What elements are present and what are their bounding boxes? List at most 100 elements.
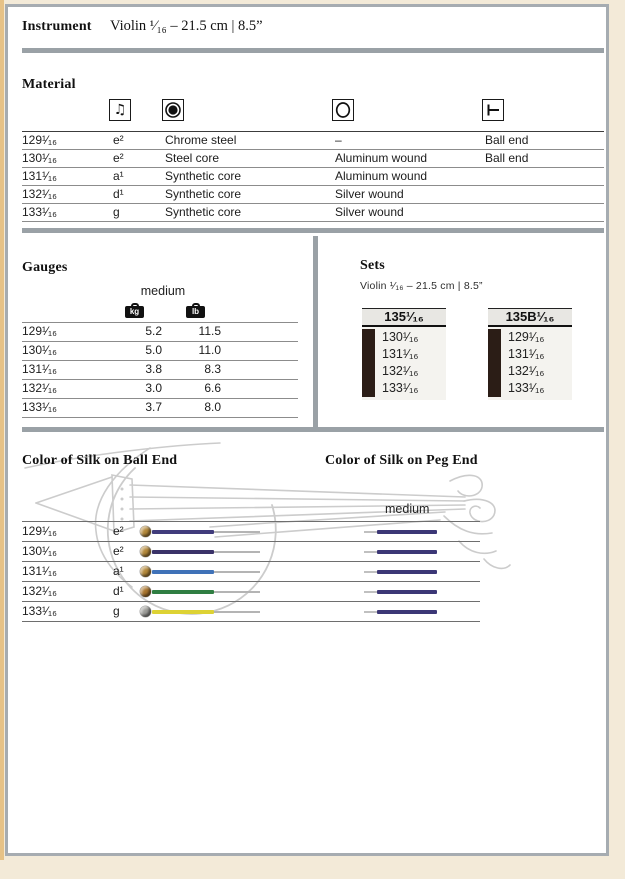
ball-end-string — [140, 602, 260, 621]
string-note: e² — [113, 544, 124, 558]
page-edge-strip — [0, 0, 4, 860]
table-row: 133¹⁄₁₆ 3.7 8.0 — [22, 398, 298, 417]
table-row: 129¹⁄₁₆ e² — [22, 521, 480, 541]
core-icon — [162, 99, 184, 121]
silk-medium-label: medium — [385, 502, 430, 516]
section-divider-mid — [22, 228, 604, 233]
peg-silk-color — [377, 529, 437, 534]
list-item: 130¹⁄₁₆ — [382, 330, 419, 344]
table-row: 131¹⁄₁₆ a¹ — [22, 561, 480, 581]
winding-icon — [332, 99, 354, 121]
table-row: 132¹⁄₁₆ 3.0 6.6 — [22, 379, 298, 398]
lb-value: 11.5 — [198, 324, 221, 338]
string-core: Synthetic core — [165, 205, 242, 219]
peg-end-string — [364, 562, 437, 581]
gauges-title: Gauges — [22, 260, 68, 275]
table-row: 131¹⁄₁₆ 3.8 8.3 — [22, 360, 298, 379]
string-end: Ball end — [485, 133, 529, 147]
vertical-divider — [313, 236, 318, 427]
table-row: 132¹⁄₁₆ d¹ — [22, 581, 480, 601]
string-note: d¹ — [113, 584, 124, 598]
section-divider-bottom — [22, 427, 604, 432]
kg-value: 3.7 — [145, 400, 162, 414]
sets-subtitle: Violin ¹⁄₁₆ – 21.5 cm | 8.5” — [360, 280, 483, 292]
note-icon: ♫ — [109, 99, 131, 121]
peg-silk-color — [377, 609, 437, 614]
kg-value: 3.8 — [145, 362, 162, 376]
string-lead — [364, 610, 377, 613]
string-winding: Silver wound — [335, 187, 404, 201]
string-tail — [214, 590, 260, 593]
ball-end-string — [140, 582, 260, 601]
list-item: 132¹⁄₁₆ — [508, 364, 545, 378]
peg-end-string — [364, 522, 437, 541]
table-row: 129¹⁄₁₆ 5.2 11.5 — [22, 322, 298, 341]
string-note: g — [113, 205, 120, 219]
instrument-label: Instrument — [22, 19, 92, 34]
set-number: 135B¹⁄₁₆ — [488, 309, 572, 327]
winding-icon-svg — [335, 102, 351, 118]
string-code: 129¹⁄₁₆ — [22, 524, 57, 538]
string-code: 131¹⁄₁₆ — [22, 169, 57, 183]
core-icon-svg — [165, 102, 181, 118]
string-code: 129¹⁄₁₆ — [22, 133, 57, 147]
ball-silk-color — [152, 609, 214, 614]
string-note: a¹ — [113, 169, 124, 183]
gauges-table: 129¹⁄₁₆ 5.2 11.5 130¹⁄₁₆ 5.0 11.0 131¹⁄₁… — [22, 322, 298, 418]
spec-sheet-page: Instrument Violin ¹⁄₁₆ – 21.5 cm | 8.5” … — [5, 4, 609, 856]
material-table: 129¹⁄₁₆ e² Chrome steel – Ball end 130¹⁄… — [22, 131, 604, 222]
string-tail — [214, 570, 260, 573]
set-number: 135¹⁄₁₆ — [362, 309, 446, 327]
peg-silk-color — [377, 589, 437, 594]
string-code: 130¹⁄₁₆ — [22, 343, 57, 357]
list-item: 132¹⁄₁₆ — [382, 364, 419, 378]
ball-end-bead — [140, 606, 151, 617]
string-code: 132¹⁄₁₆ — [22, 584, 57, 598]
string-note: e² — [113, 151, 124, 165]
table-row: 130¹⁄₁₆ e² Steel core Aluminum wound Bal… — [22, 149, 604, 167]
peg-end-string — [364, 542, 437, 561]
string-code: 132¹⁄₁₆ — [22, 381, 57, 395]
string-core: Synthetic core — [165, 187, 242, 201]
peg-silk-color — [377, 569, 437, 574]
table-row: 132¹⁄₁₆ d¹ Synthetic core Silver wound — [22, 185, 604, 203]
lb-value: 8.0 — [204, 400, 221, 414]
string-core: Synthetic core — [165, 169, 242, 183]
gauge-medium-label: medium — [140, 284, 186, 298]
kg-value: 3.0 — [145, 381, 162, 395]
ball-silk-color — [152, 589, 214, 594]
string-note: g — [113, 604, 120, 618]
lb-weight-icon: lb — [186, 303, 205, 318]
peg-silk-color — [377, 549, 437, 554]
set-card-135: 135¹⁄₁₆ 130¹⁄₁₆ 131¹⁄₁₆ 132¹⁄₁₆ 133¹⁄₁₆ — [362, 308, 446, 400]
string-lead — [364, 570, 377, 573]
kg-weight-icon: kg — [125, 303, 144, 318]
string-note: e² — [113, 133, 124, 147]
kg-weight-handle — [130, 303, 139, 307]
end-icon — [482, 99, 504, 121]
ball-silk-color — [152, 529, 214, 534]
list-item: 131¹⁄₁₆ — [382, 347, 419, 361]
lb-unit-label: lb — [186, 306, 205, 318]
string-end: Ball end — [485, 151, 529, 165]
peg-end-title: Color of Silk on Peg End — [325, 453, 478, 468]
string-lead — [364, 550, 377, 553]
ball-end-bead — [140, 586, 151, 597]
table-row: 130¹⁄₁₆ e² — [22, 541, 480, 561]
lb-value: 6.6 — [204, 381, 221, 395]
section-divider-top — [22, 48, 604, 53]
lb-weight-handle — [191, 303, 200, 307]
ball-end-bead — [140, 546, 151, 557]
string-note: a¹ — [113, 564, 124, 578]
string-code: 131¹⁄₁₆ — [22, 564, 57, 578]
note-glyph: ♫ — [113, 102, 127, 118]
list-item: 133¹⁄₁₆ — [508, 381, 545, 395]
table-row: 130¹⁄₁₆ 5.0 11.0 — [22, 341, 298, 360]
string-tail — [214, 550, 260, 553]
set-items: 130¹⁄₁₆ 131¹⁄₁₆ 132¹⁄₁₆ 133¹⁄₁₆ — [362, 327, 446, 400]
string-lead — [364, 530, 377, 533]
silk-color-table: 129¹⁄₁₆ e² 130¹⁄₁₆ e² — [22, 521, 480, 622]
ball-end-string — [140, 562, 260, 581]
string-code: 132¹⁄₁₆ — [22, 187, 57, 201]
string-code: 129¹⁄₁₆ — [22, 324, 57, 338]
